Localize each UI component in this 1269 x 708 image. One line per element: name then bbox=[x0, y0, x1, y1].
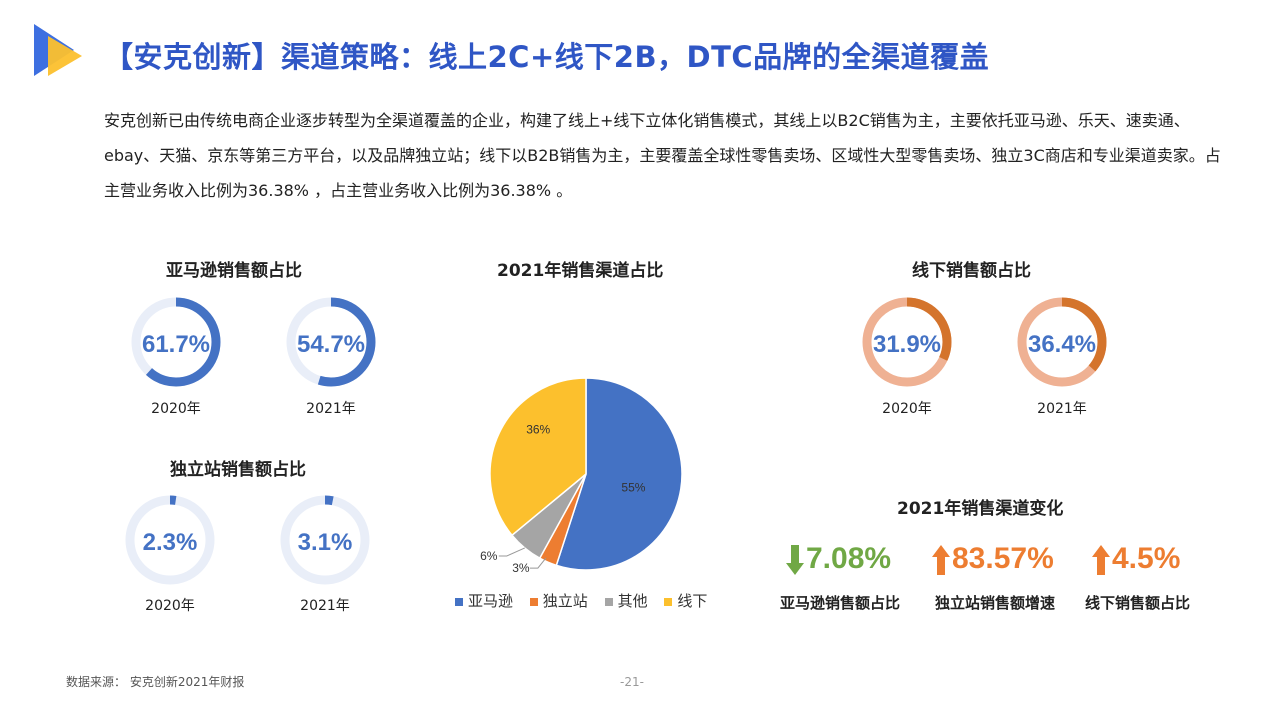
ring-fill bbox=[125, 495, 215, 585]
year-label: 2020年 bbox=[151, 401, 201, 417]
indep-section-title: 独立站销售额占比 bbox=[170, 460, 306, 480]
pie-label-other: 6% bbox=[480, 549, 498, 563]
ring-chart-amazon-2021 bbox=[286, 297, 376, 387]
ring-chart-indep-2021 bbox=[280, 495, 370, 585]
pie-slice-3 bbox=[489, 377, 587, 537]
ring-value-amazon-2020: 61.7% bbox=[141, 331, 211, 358]
legend-item-amazon: 亚马逊 bbox=[455, 590, 513, 611]
legend-item-offline: 线下 bbox=[664, 590, 707, 611]
ring-fill bbox=[280, 495, 370, 585]
year-label: 2021年 bbox=[1037, 401, 1087, 417]
pie-slice-0 bbox=[555, 377, 683, 571]
ring-fill bbox=[1017, 297, 1107, 387]
change-label: 线下销售额占比 bbox=[1085, 594, 1191, 612]
page-title: 【安克创新】渠道策略：线上2C+线下2B，DTC品牌的全渠道覆盖 bbox=[104, 40, 990, 74]
ring-chart-offline-2021 bbox=[1017, 297, 1107, 387]
year-label: 2020年 bbox=[882, 401, 932, 417]
ring-fill bbox=[131, 297, 221, 387]
page-description: 安克创新已由传统电商企业逐步转型为全渠道覆盖的企业，构建了线上+线下立体化销售模… bbox=[104, 111, 1221, 200]
offline-section-title: 线下销售额占比 bbox=[912, 261, 1031, 281]
legend-item-other: 其他 bbox=[604, 590, 648, 611]
pie-leader-indep bbox=[529, 557, 547, 569]
change-label: 亚马逊销售额占比 bbox=[780, 594, 901, 612]
amazon-section-title: 亚马逊销售额占比 bbox=[166, 261, 302, 281]
year-label: 2021年 bbox=[306, 401, 356, 417]
pie-label-indep: 3% bbox=[512, 561, 530, 575]
page-number: -21- bbox=[620, 675, 644, 689]
data-source: 数据来源： 安克创新2021年财报 bbox=[66, 675, 245, 689]
legend-label: 线下 bbox=[677, 592, 708, 610]
legend-label: 其他 bbox=[617, 592, 648, 610]
pie-section-title: 2021年销售渠道占比 bbox=[497, 261, 664, 281]
pie-leader-other bbox=[498, 547, 526, 557]
change-value: 83.57% bbox=[952, 542, 1054, 575]
ring-chart-amazon-2020 bbox=[131, 297, 221, 387]
change-value: 4.5% bbox=[1112, 542, 1181, 575]
legend-label: 独立站 bbox=[542, 592, 588, 610]
change-section-title: 2021年销售渠道变化 bbox=[897, 499, 1064, 519]
year-label: 2020年 bbox=[145, 598, 195, 614]
pie-label-amazon: 55% bbox=[621, 481, 645, 495]
ring-value-indep-2021: 3.1% bbox=[297, 529, 353, 556]
ring-value-offline-2021: 36.4% bbox=[1027, 331, 1097, 358]
ring-fill bbox=[862, 297, 952, 387]
ring-fill bbox=[286, 297, 376, 387]
change-offline: 4.5% bbox=[1092, 542, 1180, 576]
change-label: 独立站销售额增速 bbox=[935, 594, 1056, 612]
ring-chart-offline-2020 bbox=[862, 297, 952, 387]
channel-pie-chart: 55% 36% 3% 6% bbox=[480, 377, 683, 575]
change-indep: 83.57% bbox=[932, 542, 1054, 576]
pie-label-offline: 36% bbox=[526, 423, 550, 437]
arrow-up-icon bbox=[1092, 545, 1110, 576]
year-label: 2021年 bbox=[300, 598, 350, 614]
change-value: 7.08% bbox=[806, 542, 892, 575]
arrow-up-icon bbox=[932, 545, 950, 576]
brand-logo-icon bbox=[34, 24, 82, 76]
change-amazon: 7.08% bbox=[786, 542, 891, 576]
ring-value-indep-2020: 2.3% bbox=[142, 529, 198, 556]
ring-value-amazon-2021: 54.7% bbox=[296, 331, 366, 358]
ring-chart-indep-2020 bbox=[125, 495, 215, 585]
pie-legend: 亚马逊 独立站 其他 线下 bbox=[455, 590, 719, 611]
legend-label: 亚马逊 bbox=[468, 592, 514, 610]
legend-item-indep: 独立站 bbox=[529, 590, 588, 611]
arrow-down-icon bbox=[786, 545, 804, 576]
ring-value-offline-2020: 31.9% bbox=[872, 331, 942, 358]
